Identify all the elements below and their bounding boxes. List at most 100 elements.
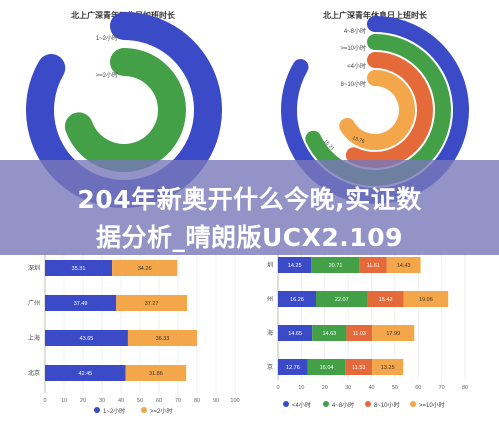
ring-label-4-8h: 4~8小时 (344, 27, 366, 35)
ring-series-over-2h (64, 48, 186, 172)
ring-label-under-4h: <4小时 (347, 62, 366, 70)
category-label: 圳 (267, 261, 273, 269)
legend-weekend: <4小时 4~8小时 8~10小时 >=10小时 (283, 401, 445, 409)
data-label-66-58: 66.58 (56, 111, 66, 128)
bar-value-label: 12.76 (286, 365, 300, 371)
bar-value-label: 13.25 (381, 365, 395, 371)
x-tick-label: 0 (276, 385, 279, 391)
bar-value-label: 11.03 (353, 331, 366, 337)
legend-label-over-10h: >=10小时 (419, 401, 445, 409)
legend-marker-4-8h (323, 401, 329, 407)
x-tick-label: 60 (156, 398, 162, 404)
x-tick-label: 100 (230, 398, 239, 404)
x-tick-label: 70 (175, 398, 181, 404)
category-label: 上海 (28, 334, 40, 342)
bar-segment (346, 325, 373, 341)
bar-segment (345, 359, 373, 375)
legend-marker-1-2h (94, 407, 100, 413)
x-tick-label: 10 (298, 385, 304, 391)
x-tick-label: 80 (194, 398, 200, 404)
bar-segment (386, 257, 421, 273)
x-tick-label: 40 (118, 398, 124, 404)
bar-value-label: 14.63 (322, 331, 336, 337)
category-label: 深圳 (28, 264, 40, 272)
bar-value-label: 16.26 (290, 297, 304, 303)
bar-value-label: 14.65 (288, 331, 302, 337)
bar-value-label: 20.71 (329, 263, 343, 269)
ring-series-under-4h (345, 52, 433, 168)
headline-line-1: 204年新奥开什么今晚,实证数 (77, 185, 422, 214)
bar-segment (312, 325, 347, 341)
x-tick-label: 60 (415, 385, 421, 391)
bar-value-label: 42.45 (78, 371, 92, 377)
x-tick-label: 80 (462, 385, 468, 391)
bar-segment (278, 257, 312, 273)
x-tick-label: 50 (392, 385, 398, 391)
bar-segment (278, 291, 317, 307)
bar-segment (45, 365, 126, 381)
headline-line-2: 据分析_晴朗版UCX2.109 (95, 223, 403, 252)
legend-label-over-2h: >=2小时 (150, 407, 172, 415)
x-tick-label: 70 (439, 385, 445, 391)
bar-segment (45, 295, 117, 311)
bar-segment (116, 295, 188, 311)
legend-marker-8-10h (365, 401, 371, 407)
chart-title-weekend: 北上广深青年休息日上班时长 (323, 10, 428, 20)
bar-segment (359, 257, 387, 273)
bar-value-label: 34.26 (138, 266, 152, 272)
x-tick-label: 90 (213, 398, 219, 404)
x-tick-label: 30 (99, 398, 105, 404)
x-tick-label: 20 (80, 398, 86, 404)
bar-value-label: 16.04 (320, 365, 334, 371)
legend-label-under-4h: <4小时 (292, 401, 311, 409)
bar-segment (372, 325, 415, 341)
legend-label-1-2h: 1~2小时 (103, 407, 125, 415)
bar-segment (307, 359, 346, 375)
data-label-11-90: 11.90 (372, 113, 382, 127)
headline-banner (0, 160, 499, 255)
bar-segment (112, 260, 178, 276)
ring-label-over-10h: >=10小时 (340, 44, 366, 52)
bar-value-label: 19.06 (419, 297, 433, 303)
bar-segment (278, 325, 313, 341)
bar-segment (372, 359, 404, 375)
bar-value-label: 37.27 (145, 301, 159, 307)
x-tick-label: 10 (61, 398, 67, 404)
category-label: 海 (267, 329, 273, 337)
x-tick-label: 40 (368, 385, 374, 391)
legend-marker-over-10h (410, 401, 416, 407)
bar-segment (127, 330, 197, 346)
bar-segment (125, 365, 187, 381)
x-tick-label: 50 (137, 398, 143, 404)
x-tick-label: 0 (43, 398, 46, 404)
bar-value-label: 11.61 (367, 263, 380, 269)
bar-value-label: 14.43 (397, 263, 411, 269)
data-label-13-76: 13.76 (351, 135, 365, 145)
bar-value-label: 14.25 (288, 263, 302, 269)
category-label: 州 (267, 296, 273, 303)
bar-value-label: 22.07 (335, 297, 349, 303)
bar-value-label: 15.42 (379, 297, 393, 303)
bar-segment (367, 291, 404, 307)
legend-marker-over-2h (141, 407, 147, 413)
bar-value-label: 35.31 (72, 266, 86, 272)
ring-series-8-10h (339, 70, 415, 150)
category-label: 北京 (28, 369, 40, 377)
bar-segment (278, 359, 308, 375)
bar-segment (403, 291, 449, 307)
bar-value-label: 31.86 (149, 371, 163, 377)
ring-label-over-2h: >=2小时 (96, 71, 118, 79)
legend-label-8-10h: 8~10小时 (374, 401, 400, 409)
category-label: 广州 (28, 299, 40, 307)
x-tick-label: 30 (345, 385, 351, 391)
ring-label-1-2h: 1~2小时 (96, 34, 118, 42)
bar-segment (316, 291, 368, 307)
ring-label-8-10h: 8~10小时 (340, 80, 366, 88)
bar-segment (311, 257, 360, 273)
legend-label-4-8h: 4~8小时 (332, 401, 354, 409)
bar-chart-weekend-by-city: 0 10 20 30 40 50 60 70 80 圳 14.25 20.71 11.61 14.43 州 1… (267, 250, 468, 391)
legend-marker-under-4h (283, 401, 289, 407)
bar-value-label: 17.99 (386, 331, 400, 337)
category-label: 京 (267, 363, 273, 371)
legend-overtime: 1~2小时 >=2小时 (94, 407, 172, 415)
